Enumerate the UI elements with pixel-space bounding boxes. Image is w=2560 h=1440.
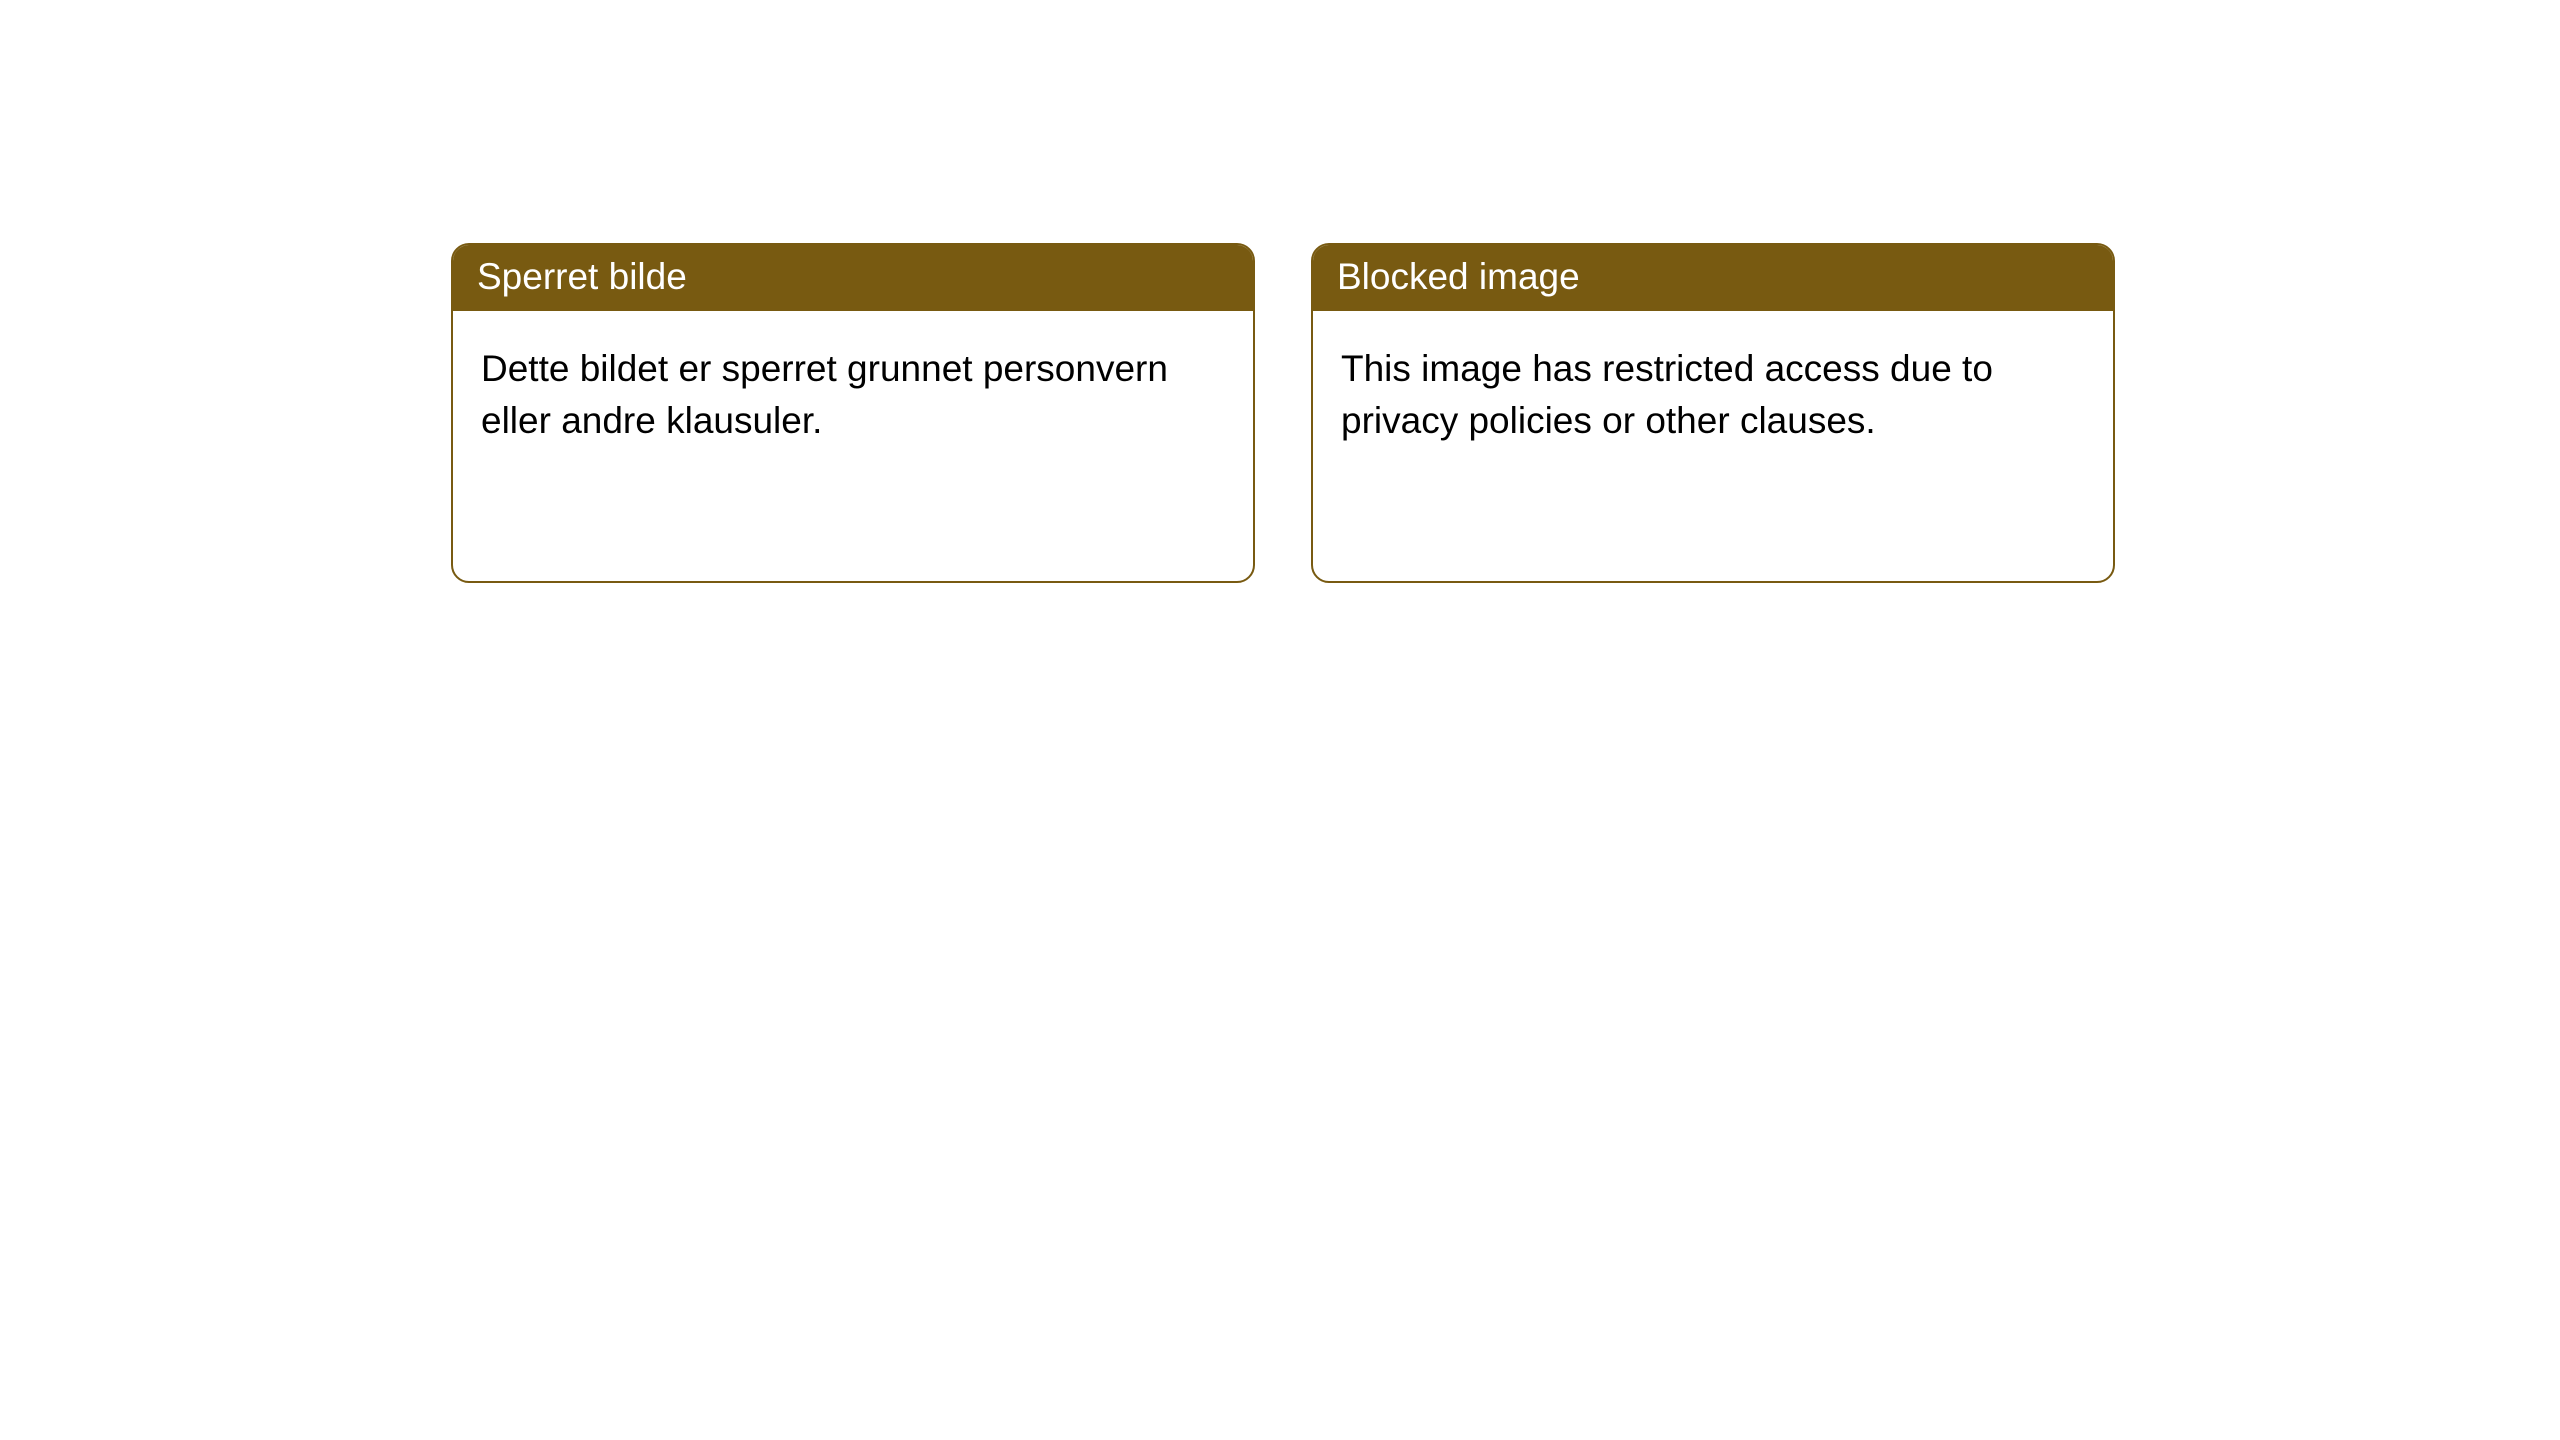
notice-card-body: Dette bildet er sperret grunnet personve…: [453, 311, 1253, 581]
notice-card-en: Blocked image This image has restricted …: [1311, 243, 2115, 583]
notice-card-title: Blocked image: [1313, 245, 2113, 311]
notice-card-no: Sperret bilde Dette bildet er sperret gr…: [451, 243, 1255, 583]
notice-card-title: Sperret bilde: [453, 245, 1253, 311]
notice-card-body: This image has restricted access due to …: [1313, 311, 2113, 581]
notice-container: Sperret bilde Dette bildet er sperret gr…: [0, 0, 2560, 583]
